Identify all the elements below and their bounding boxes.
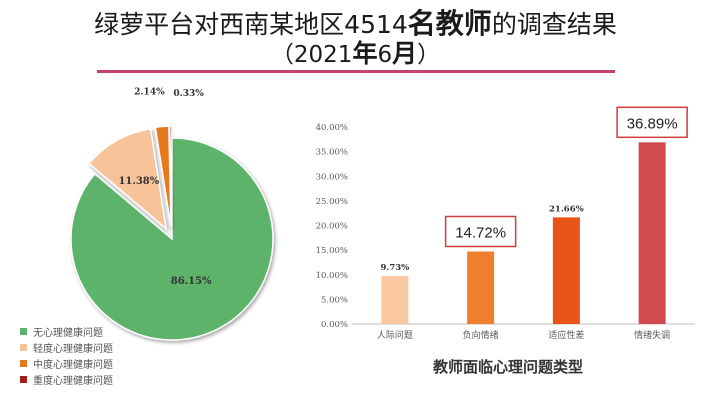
pie-label-mild: 11.38%	[118, 176, 159, 187]
x-tick-label-emotional-dysregulation: 情绪失调	[634, 329, 670, 341]
title-emphasis: 名教师	[407, 7, 492, 40]
legend-swatch-mild	[20, 343, 27, 351]
y-tick-label: 25.00%	[316, 197, 348, 207]
data-label-interpersonal: 9.73%	[380, 263, 409, 273]
subtitle-close: ）	[417, 42, 441, 68]
x-tick-label-negative-emotion: 负向情绪	[463, 329, 499, 341]
legend-item-moderate: 中度心理健康问题	[20, 355, 113, 371]
pie-chart: 86.15% 11.38% 2.14% 0.33%	[70, 87, 274, 341]
page-title: 绿萝平台对西南某地区4514名教师的调查结果	[0, 8, 711, 40]
y-tick-label: 10.00%	[316, 271, 348, 281]
data-label-emotional-dysregulation: 36.89%	[627, 115, 678, 132]
y-tick-label: 20.00%	[316, 222, 348, 232]
subtitle-month-num: 6	[377, 42, 393, 68]
pie-legend: 无心理健康问题 轻度心理健康问题 中度心理健康问题 重度心理健康问题	[20, 323, 113, 387]
title-suffix: 的调查结果	[491, 10, 617, 39]
bar-chart-caption: 教师面临心理问题类型	[433, 358, 584, 376]
y-tick-label: 0.00%	[321, 320, 348, 330]
legend-item-none: 无心理健康问题	[20, 323, 113, 339]
legend-label-severe: 重度心理健康问题	[33, 375, 113, 387]
pie-slice-moderate	[154, 125, 172, 228]
y-tick-label: 5.00%	[321, 295, 348, 305]
data-label-poor-adaptability: 21.66%	[549, 204, 584, 214]
bar-emotional-dysregulation	[638, 142, 666, 324]
subtitle-open: （2021	[270, 42, 353, 68]
legend-label-none: 无心理健康问题	[33, 327, 103, 339]
legend-swatch-moderate	[20, 359, 27, 367]
bar-chart: 0.00% 5.00% 10.00% 15.00% 20.00% 25.00% 30.00%…	[316, 106, 695, 341]
x-tick-label-poor-adaptability: 适应性差	[548, 329, 584, 341]
subtitle-month-char: 月	[392, 39, 418, 68]
bar-poor-adaptability	[552, 217, 580, 324]
legend-label-mild: 轻度心理健康问题	[33, 343, 113, 355]
bar-interpersonal	[381, 276, 409, 324]
pie-label-none: 86.15%	[171, 276, 212, 287]
page-subtitle: （2021年6月）	[0, 40, 711, 69]
legend-item-mild: 轻度心理健康问题	[20, 339, 113, 355]
subtitle-year-char: 年	[352, 39, 378, 68]
y-tick-label: 30.00%	[316, 172, 348, 182]
data-label-negative-emotion: 14.72%	[455, 225, 506, 242]
pie-label-moderate: 2.14%	[134, 87, 165, 97]
pie-slice-severe	[169, 125, 173, 228]
highlight-box-negative-emotion	[444, 215, 517, 248]
y-tick-label: 40.00%	[316, 123, 348, 133]
title-prefix: 绿萝平台对西南某地区4514	[94, 10, 408, 39]
pie-slice-mild	[87, 127, 168, 231]
x-tick-label-interpersonal: 人际问题	[377, 329, 413, 341]
y-tick-label: 15.00%	[316, 246, 348, 256]
y-tick-label: 35.00%	[316, 148, 348, 158]
highlight-box-emotional-dysregulation	[616, 106, 688, 139]
title-divider	[97, 70, 615, 73]
legend-item-severe: 重度心理健康问题	[20, 371, 113, 387]
pie-slice-none	[70, 137, 274, 341]
legend-label-moderate: 中度心理健康问题	[33, 359, 113, 371]
legend-swatch-severe	[20, 375, 27, 383]
pie-label-severe: 0.33%	[173, 89, 204, 99]
legend-swatch-none	[20, 327, 27, 335]
bar-negative-emotion	[467, 251, 495, 324]
